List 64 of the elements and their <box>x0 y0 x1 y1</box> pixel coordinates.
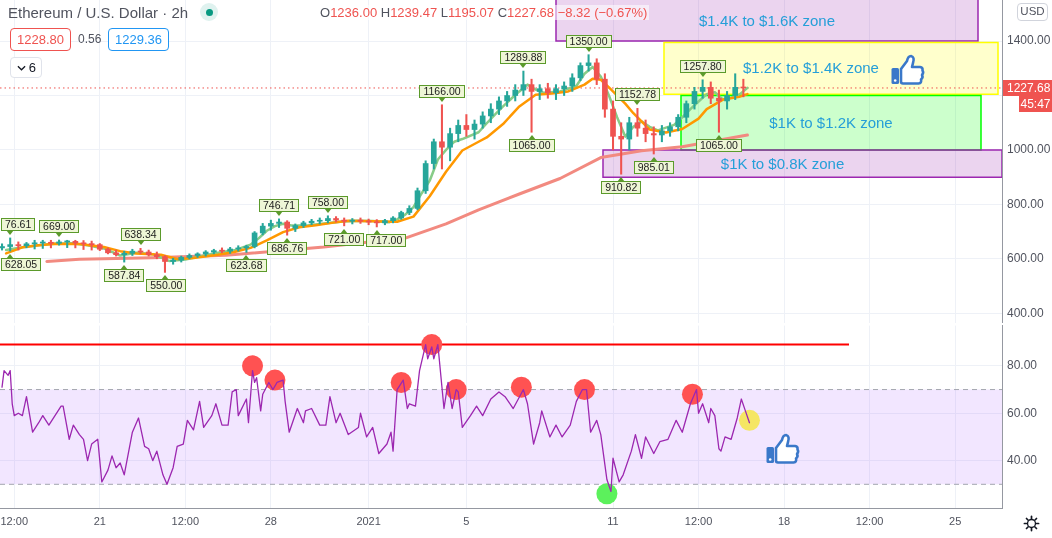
y-tick-label: 800.00 <box>1007 196 1045 211</box>
point <box>510 376 532 398</box>
point <box>242 355 264 377</box>
x-tick-label: 12:00 <box>684 514 713 527</box>
x-tick-label: 21 <box>93 514 106 527</box>
candlestick <box>650 126 657 155</box>
point <box>574 379 595 401</box>
y-tick-label: 600.00 <box>1007 251 1045 266</box>
band-label: $1.2K to $1.4K zone <box>742 59 879 77</box>
band-label: $1K to $0.8K zone <box>720 154 845 172</box>
annotation: 587.84 <box>104 269 145 283</box>
annotation: 669.00 <box>39 220 80 233</box>
y-tick-label: 1000.00 <box>1007 142 1051 157</box>
annotation: 623.68 <box>226 259 267 273</box>
x-tick-label: 5 <box>463 514 470 527</box>
y-tick-label: 80.00 <box>1007 358 1038 373</box>
band-label: $1K to $1.2K zone <box>769 113 893 131</box>
annotation: 758.00 <box>307 195 348 209</box>
annotation: 0.56 <box>78 32 102 46</box>
annotation: 985.01 <box>633 161 674 174</box>
x-tick-label: 12:00 <box>0 514 29 527</box>
annotation: 628.05 <box>1 258 42 272</box>
point <box>390 371 412 393</box>
x-tick-label: 12:00 <box>855 514 884 527</box>
y-tick-label: 400.00 <box>1007 305 1045 320</box>
annotation: 638.34 <box>120 228 161 242</box>
text: USD <box>1017 3 1048 21</box>
annotation: 1257.80 <box>679 59 726 73</box>
annotation: 1166.00 <box>419 84 465 98</box>
x-tick-label: 25 <box>949 514 962 527</box>
x-tick-label: 2021 <box>356 514 381 527</box>
annotation: 1152.78 <box>614 88 661 102</box>
annotation: 550.00 <box>146 279 187 293</box>
candlestick <box>618 122 624 175</box>
annotation: 6 <box>28 60 36 75</box>
annotation: 717.00 <box>366 233 407 247</box>
annotation: 686.76 <box>267 242 308 256</box>
y-tick-label: 60.00 <box>1007 405 1038 420</box>
x-tick-label: 11 <box>607 514 619 527</box>
annotation: 76.61 <box>1 217 36 231</box>
annotation: 910.82 <box>601 181 642 195</box>
ref-line-label: 1227.68 <box>1007 80 1051 95</box>
annotation: 1065.00 <box>508 139 555 153</box>
candlestick <box>716 89 722 133</box>
y-tick-label: 1400.00 <box>1007 33 1051 48</box>
text: O1236.00 H1239.47 L1195.07 C1227.68 −8.32 (−0.67%) <box>320 5 648 20</box>
band-label: $1.4K to $1.6K zone <box>699 11 835 29</box>
candlestick <box>357 217 364 224</box>
point <box>596 483 618 505</box>
text: 45:47 <box>1019 95 1052 112</box>
chart-title: Ethereum / U.S. Dollar · 2h <box>8 3 189 21</box>
annotation: 721.00 <box>324 232 365 246</box>
candlestick <box>80 240 87 250</box>
x-tick-label: 18 <box>777 514 791 527</box>
annotation: 1228.80 <box>10 28 71 51</box>
point <box>738 409 760 431</box>
annotation: 1229.36 <box>108 28 169 51</box>
annotation: 1289.88 <box>500 51 547 65</box>
x-tick-label: 28 <box>264 514 277 527</box>
x-tick-label: 12:00 <box>171 514 200 527</box>
annotation: 1350.00 <box>565 34 612 48</box>
annotation: 1065.00 <box>695 139 742 153</box>
y-tick-label: 40.00 <box>1007 452 1038 467</box>
annotation: 746.71 <box>259 198 300 212</box>
